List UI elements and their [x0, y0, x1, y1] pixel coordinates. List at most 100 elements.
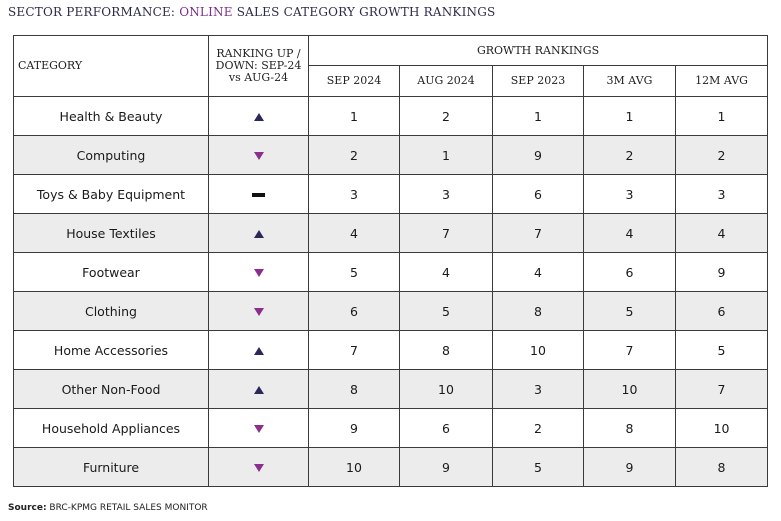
up-arrow-icon [253, 229, 264, 238]
rank-cell-sep-2024: 4 [308, 213, 400, 253]
rank-cell-sep-2024: 10 [308, 447, 400, 487]
trend-cell [208, 213, 309, 253]
rank-cell-12m-avg: 4 [674, 213, 769, 253]
category-cell: House Textiles [13, 213, 209, 253]
up-arrow-icon [253, 385, 264, 394]
title-highlight: ONLINE [179, 5, 233, 19]
table-row: Footwear 5 4 4 6 9 [13, 252, 769, 292]
title-prefix: SECTOR PERFORMANCE: [8, 5, 180, 19]
category-cell: Computing [13, 135, 209, 175]
rank-cell-aug-2024: 9 [399, 447, 493, 487]
category-cell: Footwear [13, 252, 209, 292]
rank-cell-12m-avg: 8 [674, 447, 769, 487]
header-growth-rankings: GROWTH RANKINGS [307, 35, 769, 66]
rank-cell-3m-avg: 8 [583, 408, 676, 448]
rank-cell-sep-2023: 1 [492, 96, 584, 136]
rank-cell-aug-2024: 8 [399, 330, 493, 370]
rank-cell-12m-avg: 2 [674, 135, 769, 175]
rank-cell-12m-avg: 7 [674, 369, 769, 409]
rank-cell-3m-avg: 10 [583, 369, 676, 409]
table-row: Furniture 10 9 5 9 8 [13, 447, 769, 487]
table-body: Health & Beauty 1 2 1 1 1 Computing 2 1 9 2 2 Toys &… [13, 96, 769, 487]
rank-cell-12m-avg: 6 [674, 291, 769, 331]
rank-cell-3m-avg: 1 [583, 96, 676, 136]
table-row: House Textiles 4 7 7 4 4 [13, 213, 769, 253]
source-note: Source: BRC-KPMG RETAIL SALES MONITOR [8, 503, 208, 513]
rank-cell-12m-avg: 9 [674, 252, 769, 292]
rank-cell-3m-avg: 2 [583, 135, 676, 175]
header-sep-2024: SEP 2024 [308, 65, 400, 97]
rank-cell-sep-2024: 8 [308, 369, 400, 409]
down-arrow-icon [253, 424, 264, 433]
trend-cell [208, 330, 309, 370]
trend-cell [208, 447, 309, 487]
no-change-icon [252, 193, 265, 197]
rank-cell-sep-2024: 2 [308, 135, 400, 175]
category-cell: Health & Beauty [13, 96, 209, 136]
header-aug-2024: AUG 2024 [399, 65, 493, 97]
rank-cell-3m-avg: 4 [583, 213, 676, 253]
rank-cell-sep-2024: 6 [308, 291, 400, 331]
title-suffix: SALES CATEGORY GROWTH RANKINGS [232, 5, 496, 19]
category-cell: Toys & Baby Equipment [13, 174, 209, 214]
header-ranking: RANKING UP / DOWN: SEP-24 vs AUG-24 [208, 35, 309, 97]
table-row: Toys & Baby Equipment 3 3 6 3 3 [13, 174, 769, 214]
table-row: Clothing 6 5 8 5 6 [13, 291, 769, 331]
rank-cell-aug-2024: 5 [399, 291, 493, 331]
rank-cell-sep-2024: 3 [308, 174, 400, 214]
rank-cell-sep-2023: 3 [492, 369, 584, 409]
rank-cell-aug-2024: 10 [399, 369, 493, 409]
rank-cell-sep-2024: 1 [308, 96, 400, 136]
rank-cell-sep-2023: 9 [492, 135, 584, 175]
rank-cell-3m-avg: 9 [583, 447, 676, 487]
table-row: Health & Beauty 1 2 1 1 1 [13, 96, 769, 136]
trend-cell [208, 408, 309, 448]
rank-cell-sep-2023: 4 [492, 252, 584, 292]
category-cell: Other Non-Food [13, 369, 209, 409]
down-arrow-icon [253, 307, 264, 316]
rank-cell-12m-avg: 5 [674, 330, 769, 370]
rank-cell-3m-avg: 7 [583, 330, 676, 370]
down-arrow-icon [253, 463, 264, 472]
table-row: Home Accessories 7 8 10 7 5 [13, 330, 769, 370]
table-row: Household Appliances 9 6 2 8 10 [13, 408, 769, 448]
category-cell: Household Appliances [13, 408, 209, 448]
header-3m-avg: 3M AVG [583, 65, 676, 97]
rank-cell-aug-2024: 3 [399, 174, 493, 214]
source-label: Source: [8, 503, 47, 513]
trend-cell [208, 135, 309, 175]
down-arrow-icon [253, 268, 264, 277]
category-cell: Clothing [13, 291, 209, 331]
rankings-table: CATEGORY RANKING UP / DOWN: SEP-24 vs AU… [13, 35, 769, 487]
rank-cell-3m-avg: 6 [583, 252, 676, 292]
rank-cell-3m-avg: 3 [583, 174, 676, 214]
category-cell: Home Accessories [13, 330, 209, 370]
rank-cell-12m-avg: 10 [674, 408, 769, 448]
up-arrow-icon [253, 112, 264, 121]
table-row: Computing 2 1 9 2 2 [13, 135, 769, 175]
rank-cell-sep-2024: 9 [308, 408, 400, 448]
rank-cell-sep-2023: 7 [492, 213, 584, 253]
rank-cell-sep-2023: 10 [492, 330, 584, 370]
trend-cell [208, 291, 309, 331]
rank-cell-sep-2023: 2 [492, 408, 584, 448]
up-arrow-icon [253, 346, 264, 355]
rank-cell-12m-avg: 1 [674, 96, 769, 136]
trend-cell [208, 369, 309, 409]
rank-cell-sep-2023: 8 [492, 291, 584, 331]
rank-cell-12m-avg: 3 [674, 174, 769, 214]
source-text: BRC-KPMG RETAIL SALES MONITOR [46, 503, 208, 513]
trend-cell [208, 252, 309, 292]
page-title: SECTOR PERFORMANCE: ONLINE SALES CATEGOR… [8, 5, 495, 19]
trend-cell [208, 96, 309, 136]
rank-cell-aug-2024: 1 [399, 135, 493, 175]
rank-cell-sep-2024: 5 [308, 252, 400, 292]
header-sep-2023: SEP 2023 [492, 65, 584, 97]
rank-cell-aug-2024: 7 [399, 213, 493, 253]
down-arrow-icon [253, 151, 264, 160]
trend-cell [208, 174, 309, 214]
rank-cell-sep-2024: 7 [308, 330, 400, 370]
header-category: CATEGORY [13, 35, 209, 97]
table-row: Other Non-Food 8 10 3 10 7 [13, 369, 769, 409]
rank-cell-3m-avg: 5 [583, 291, 676, 331]
